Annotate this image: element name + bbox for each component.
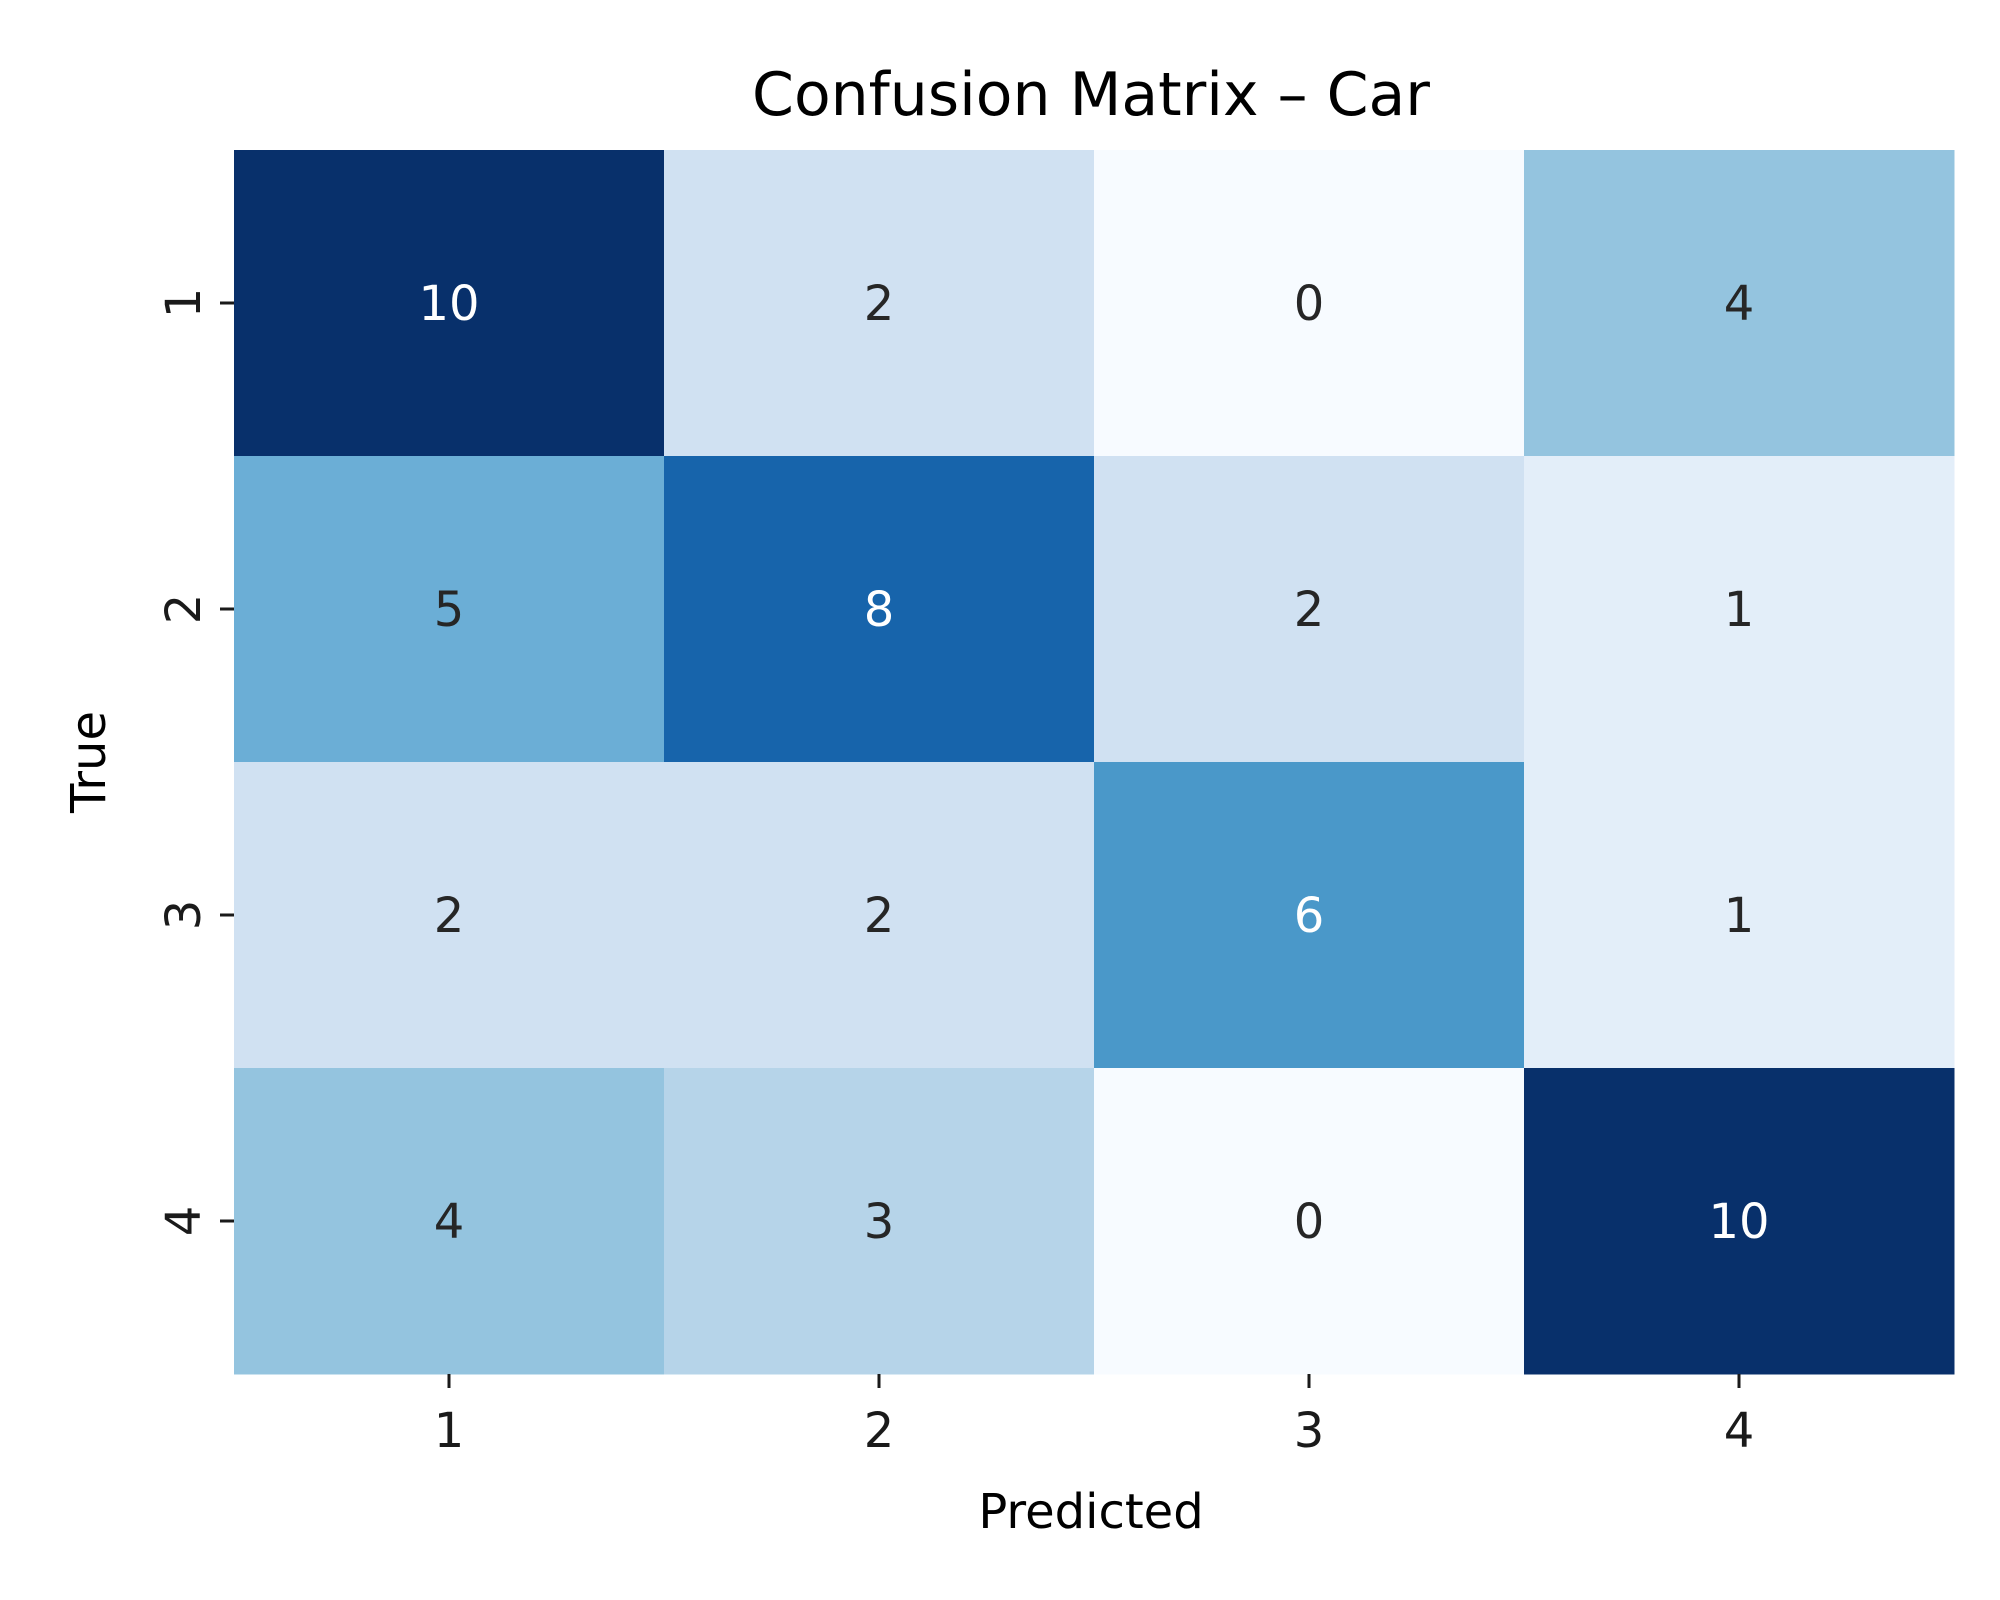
heatmap-cell-r1-c3 (1094, 150, 1525, 457)
heatmap-cell-r3-c4 (1524, 762, 1955, 1069)
heatmap-cell-r2-c2 (664, 456, 1095, 763)
heatmap-cell-r2-c1 (234, 456, 665, 763)
chart-title: Confusion Matrix – Car (752, 60, 1430, 130)
y-axis-ticks: 1 2 3 4 (156, 288, 234, 1237)
cell-value-r3-c2: 2 (864, 888, 895, 944)
cell-value-r2-c1: 5 (434, 582, 465, 638)
cell-value-r1-c1: 10 (418, 276, 479, 332)
y-axis-label: True (61, 711, 117, 814)
heatmap-cell-r4-c4 (1524, 1068, 1955, 1375)
x-tick-label-3: 3 (1294, 1403, 1325, 1459)
cell-value-r1-c3: 0 (1294, 276, 1325, 332)
cell-value-r4-c2: 3 (864, 1194, 895, 1250)
heatmap-cell-r2-c3 (1094, 456, 1525, 763)
cell-value-r4-c4: 10 (1708, 1194, 1769, 1250)
heatmap-cells (234, 150, 1955, 1375)
x-axis-label: Predicted (978, 1484, 1203, 1540)
cell-value-r3-c4: 1 (1724, 888, 1755, 944)
cell-value-r1-c4: 4 (1724, 276, 1755, 332)
heatmap-cell-r1-c2 (664, 150, 1095, 457)
cell-value-r3-c3: 6 (1294, 888, 1325, 944)
heatmap-cell-r1-c1 (234, 150, 665, 457)
cell-value-r4-c1: 4 (434, 1194, 465, 1250)
heatmap-cell-r3-c2 (664, 762, 1095, 1069)
heatmap-cell-r3-c1 (234, 762, 665, 1069)
y-tick-label-1: 1 (156, 288, 212, 319)
y-tick-label-4: 4 (156, 1206, 212, 1237)
x-axis-ticks: 1 2 3 4 (434, 1374, 1755, 1459)
y-tick-label-2: 2 (156, 594, 212, 625)
heatmap-cell-r4-c1 (234, 1068, 665, 1375)
heatmap-cell-r1-c4 (1524, 150, 1955, 457)
heatmap-cell-r4-c3 (1094, 1068, 1525, 1375)
cell-value-r2-c4: 1 (1724, 582, 1755, 638)
heatmap-cell-r4-c2 (664, 1068, 1095, 1375)
cell-value-r2-c3: 2 (1294, 582, 1325, 638)
x-tick-label-4: 4 (1724, 1403, 1755, 1459)
cell-value-r2-c2: 8 (864, 582, 895, 638)
heatmap-cell-labels: 10 2 0 4 5 8 2 1 2 2 6 1 4 3 0 10 (418, 276, 1769, 1250)
heatmap-cell-r2-c4 (1524, 456, 1955, 763)
y-tick-label-3: 3 (156, 900, 212, 931)
cell-value-r1-c2: 2 (864, 276, 895, 332)
heatmap-cell-r3-c3 (1094, 762, 1525, 1069)
x-tick-label-2: 2 (864, 1403, 895, 1459)
cell-value-r4-c3: 0 (1294, 1194, 1325, 1250)
cell-value-r3-c1: 2 (434, 888, 465, 944)
x-tick-label-1: 1 (434, 1403, 465, 1459)
